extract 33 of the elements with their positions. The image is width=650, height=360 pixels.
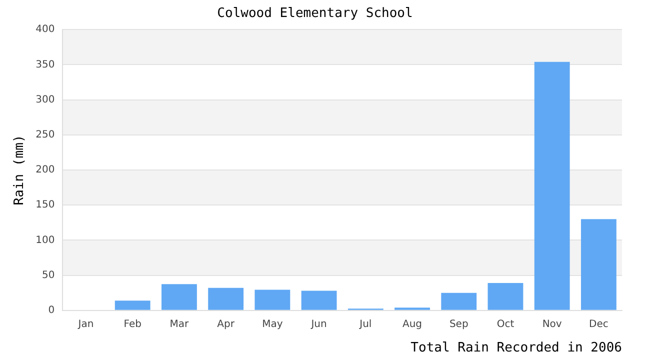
y-tick-label: 400 xyxy=(36,24,55,36)
bar xyxy=(162,284,197,310)
y-tick-label: 350 xyxy=(36,59,55,70)
bar xyxy=(441,292,477,310)
chart-title: Colwood Elementary School xyxy=(217,6,413,22)
bar xyxy=(534,62,570,310)
bar xyxy=(580,219,616,310)
x-tick-label: Apr xyxy=(217,318,236,330)
bar xyxy=(254,290,290,310)
x-tick-label: Sep xyxy=(449,318,468,330)
y-tick-label: 100 xyxy=(36,234,55,246)
bar xyxy=(301,290,337,310)
x-tick-label: Mar xyxy=(170,318,190,330)
y-tick-label: 0 xyxy=(48,304,55,316)
x-tick-label: Dec xyxy=(589,318,608,330)
y-tick-label: 150 xyxy=(36,200,55,211)
y-axis-title: Rain (mm) xyxy=(12,134,28,206)
x-tick-label: Aug xyxy=(402,318,422,330)
y-tick-label: 250 xyxy=(36,129,55,140)
x-tick-label: Oct xyxy=(496,318,514,330)
y-tick-label: 300 xyxy=(36,94,55,106)
x-tick-label: May xyxy=(262,318,283,330)
x-tick-label: Jan xyxy=(77,318,94,330)
x-tick-label: Jul xyxy=(358,318,372,330)
y-tick-label: 50 xyxy=(42,270,55,281)
x-tick-label: Nov xyxy=(542,318,562,330)
bar xyxy=(208,288,244,310)
bar xyxy=(488,283,524,310)
x-tick-label: Jun xyxy=(310,318,327,330)
x-tick-label: Feb xyxy=(124,318,142,330)
y-tick-label: 200 xyxy=(36,164,55,176)
x-axis-title: Total Rain Recorded in 2006 xyxy=(410,340,622,356)
bar xyxy=(114,300,150,310)
